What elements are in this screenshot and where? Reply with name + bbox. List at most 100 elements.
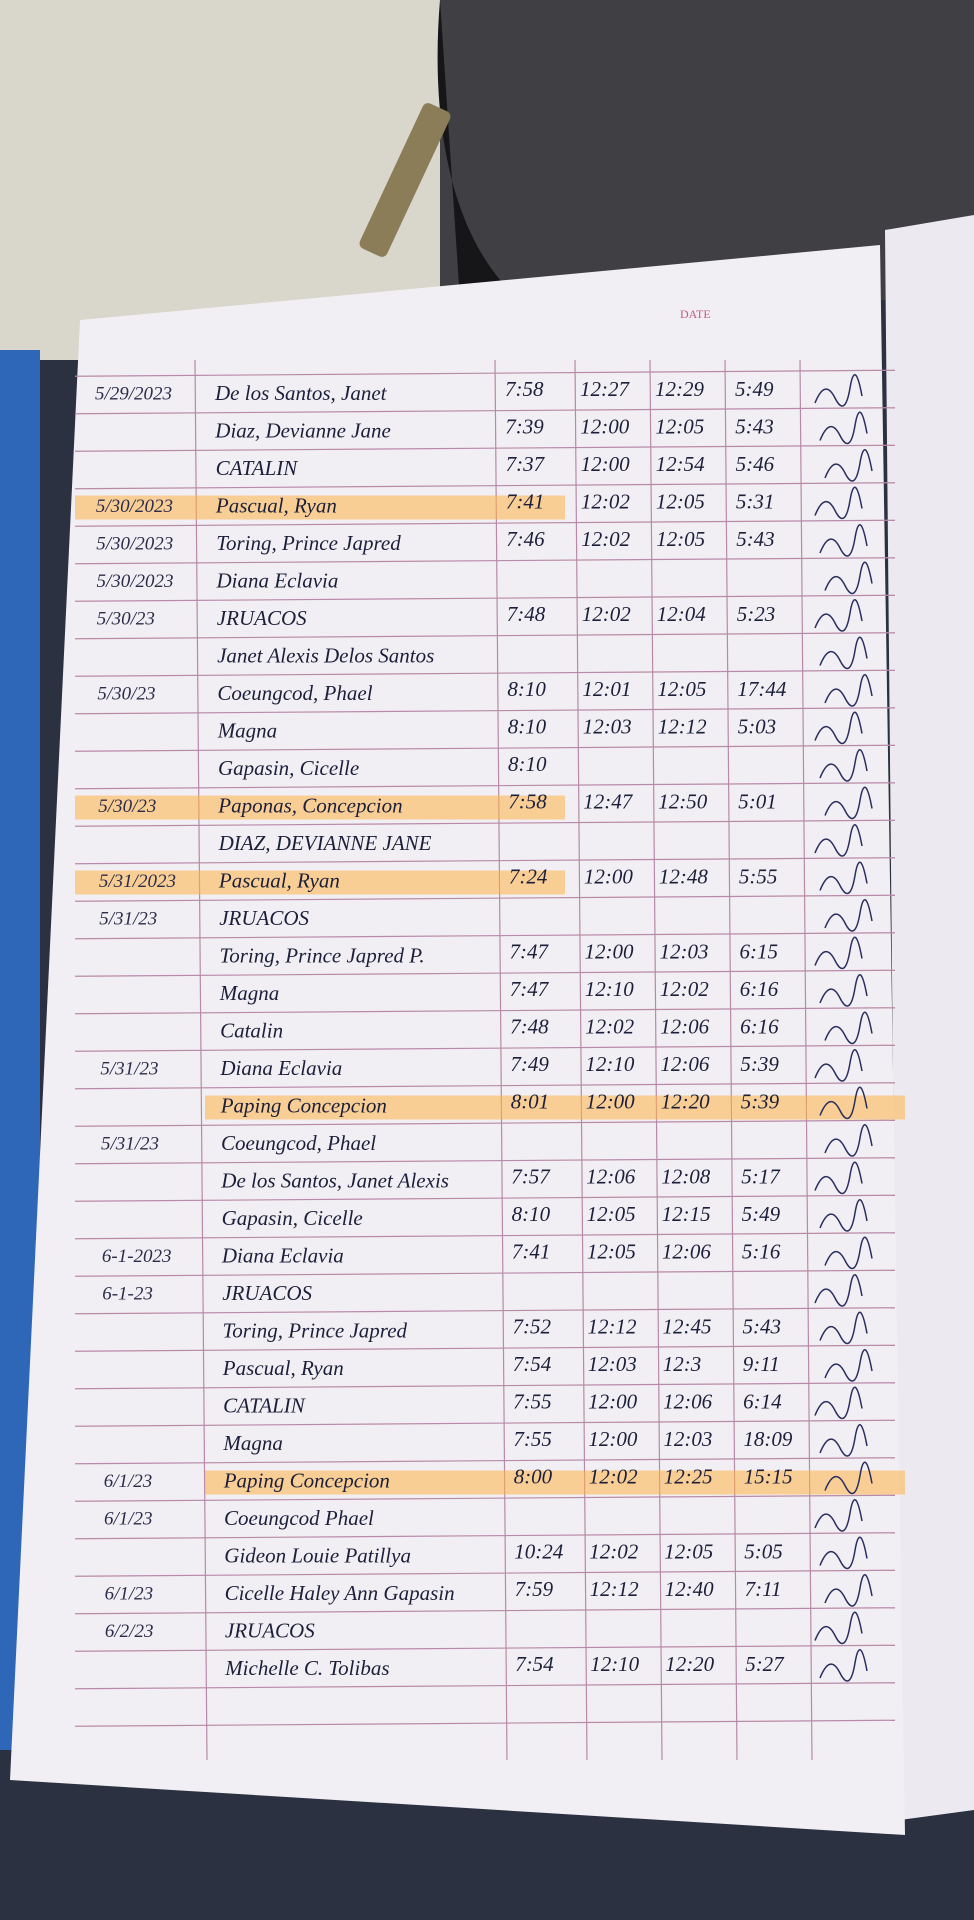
ruled-line — [74, 707, 896, 715]
name: Paping Concepcion — [223, 1468, 390, 1492]
name: CATALIN — [223, 1393, 306, 1417]
name: Toring, Prince Japred — [216, 531, 401, 555]
time: 12:20 — [661, 1089, 710, 1113]
time: 10:24 — [514, 1539, 563, 1563]
ruled-line — [74, 744, 896, 752]
time: 12:20 — [665, 1652, 714, 1676]
time: 12:02 — [660, 977, 709, 1001]
signature — [824, 1461, 873, 1495]
column-line — [649, 359, 663, 1761]
ruled-line — [74, 1532, 896, 1540]
bag — [440, 0, 974, 300]
time: 7:47 — [510, 939, 550, 963]
time: 12:48 — [659, 864, 708, 888]
time: 5:17 — [741, 1164, 781, 1188]
date: 6/1/23 — [104, 1471, 153, 1492]
time: 12:08 — [661, 1164, 710, 1188]
name: Coeungcod, Phael — [217, 681, 372, 705]
ruled-line — [74, 1269, 896, 1277]
name: Pascual, Ryan — [215, 493, 337, 517]
signature — [824, 899, 873, 932]
name: Diana Eclavia — [219, 1056, 342, 1080]
signature — [824, 1236, 873, 1270]
time: 5:23 — [737, 602, 776, 626]
time: 5:46 — [736, 452, 775, 476]
signature — [824, 1124, 873, 1157]
time: 12:06 — [663, 1389, 712, 1413]
ruled-line — [74, 1494, 896, 1502]
time: 12:05 — [664, 1539, 713, 1563]
ruled-line — [74, 1157, 896, 1165]
signature — [819, 1424, 868, 1457]
right-page — [885, 215, 974, 1820]
signature — [819, 974, 868, 1007]
date: 6/1/23 — [104, 1508, 153, 1529]
date: 6-1-2023 — [102, 1246, 172, 1267]
signature — [819, 524, 868, 557]
time: 9:11 — [743, 1352, 780, 1376]
ruled-line — [74, 1082, 896, 1090]
time: 12:15 — [662, 1202, 711, 1226]
name: Magna — [217, 718, 278, 742]
time: 12:10 — [585, 977, 634, 1001]
ruled-line — [74, 1569, 896, 1577]
name: JRUACOS — [222, 1281, 312, 1305]
time: 8:10 — [507, 677, 546, 701]
name: Coeungcod Phael — [224, 1506, 374, 1530]
time: 5:43 — [735, 414, 774, 438]
signature — [814, 1049, 863, 1082]
highlight — [75, 870, 565, 895]
ruled-lines — [74, 359, 905, 1761]
signature — [824, 1011, 873, 1045]
date: 5/30/23 — [98, 796, 156, 817]
column-line — [194, 359, 208, 1761]
time: 12:05 — [587, 1239, 636, 1263]
ruled-line — [74, 1457, 896, 1465]
name: DIAZ, DEVIANNE JANE — [218, 831, 432, 855]
time: 7:41 — [506, 489, 545, 513]
signature — [819, 861, 868, 895]
time: 7:11 — [745, 1577, 782, 1601]
column-line — [494, 359, 508, 1761]
time: 12:29 — [655, 377, 704, 401]
time: 12:47 — [583, 789, 633, 813]
name: De los Santos, Janet Alexis — [220, 1168, 449, 1192]
signature — [814, 1499, 863, 1532]
signature — [814, 711, 863, 745]
ruled-line — [74, 407, 896, 415]
time: 12:12 — [588, 1314, 637, 1338]
signature — [819, 1536, 868, 1570]
time: 12:02 — [589, 1539, 638, 1563]
time: 12:25 — [664, 1464, 713, 1488]
date: 5/30/2023 — [96, 496, 173, 517]
time: 12:40 — [665, 1577, 714, 1601]
time: 7:48 — [510, 1014, 549, 1038]
signature — [824, 1349, 873, 1382]
ruled-line — [74, 819, 896, 827]
signature — [824, 561, 873, 595]
ruled-line — [74, 1382, 896, 1390]
time: 12:02 — [589, 1464, 638, 1488]
time: 7:58 — [508, 789, 547, 813]
name: CATALIN — [216, 456, 299, 480]
time: 7:52 — [513, 1314, 552, 1338]
time: 17:44 — [737, 677, 786, 701]
time: 5:31 — [736, 489, 775, 513]
signature — [814, 1611, 863, 1645]
name: Diana Eclavia — [216, 568, 339, 592]
time: 5:16 — [742, 1239, 781, 1263]
name: Michelle C. Tolibas — [224, 1656, 389, 1680]
name: JRUACOS — [225, 1618, 315, 1642]
date: 5/30/2023 — [97, 571, 174, 592]
name: Toring, Prince Japred — [223, 1318, 408, 1342]
time: 12:05 — [655, 414, 704, 438]
ruled-line — [74, 969, 896, 977]
time: 12:06 — [586, 1164, 635, 1188]
ruled-line — [74, 1644, 896, 1652]
name: Toring, Prince Japred P. — [220, 943, 425, 967]
time: 7:54 — [515, 1652, 554, 1676]
signature — [814, 936, 863, 970]
time: 7:37 — [506, 452, 546, 476]
